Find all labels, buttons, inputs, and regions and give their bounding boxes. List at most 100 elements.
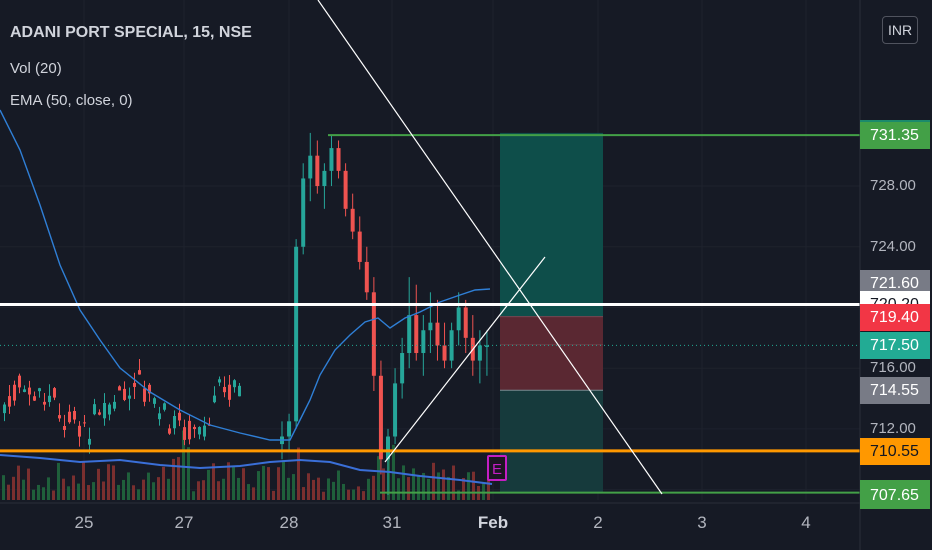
volume-bar [87, 485, 90, 500]
volume-bar [422, 472, 425, 500]
volume-bar [467, 472, 470, 500]
volume-bar [337, 470, 340, 500]
price-badge: 710.55 [860, 437, 930, 465]
candle-body [329, 148, 334, 171]
volume-bar [287, 477, 290, 500]
volume-bar [12, 476, 15, 500]
candle-body [173, 415, 176, 429]
time-axis-label: 25 [74, 513, 94, 532]
candle-body [153, 398, 156, 404]
volume-bar [362, 491, 365, 500]
candle-body [168, 428, 171, 434]
candle-body [198, 427, 201, 435]
volume-bar [207, 469, 210, 500]
volume-bar [412, 468, 415, 500]
volume-bar [417, 475, 420, 500]
volume-bar [217, 481, 220, 500]
currency-button[interactable]: INR [882, 16, 918, 44]
candle-body [83, 422, 86, 424]
volume-bar [172, 458, 175, 500]
volume-bar [112, 465, 115, 500]
volume-bar [152, 482, 155, 500]
volume-bar [402, 465, 405, 500]
candle-body [350, 208, 355, 232]
earnings-icon[interactable]: E [487, 455, 507, 481]
candle-body [28, 387, 31, 395]
ema-indicator-label[interactable]: EMA (50, close, 0) [10, 92, 133, 109]
candle-body [414, 315, 419, 354]
volume-bar [432, 462, 435, 500]
candle-body [68, 411, 71, 423]
candle-body [213, 395, 216, 403]
price-badge: 714.55 [860, 377, 930, 405]
candle-body [203, 425, 206, 437]
volume-bar [352, 489, 355, 500]
volume-bar [267, 467, 270, 500]
candle-body [143, 388, 146, 402]
volume-indicator-label[interactable]: Vol (20) [10, 60, 62, 77]
ascending-trendline [384, 256, 546, 463]
volume-bar [472, 471, 475, 500]
volume-bar [242, 468, 245, 500]
volume-bar [62, 478, 65, 500]
candle-body [386, 436, 390, 460]
price-tick-label: 712.00 [870, 419, 916, 437]
chart-title[interactable]: ADANI PORT SPECIAL, 15, NSE [10, 24, 252, 41]
volume-bar [122, 479, 125, 500]
volume-bar [237, 477, 240, 500]
volume-bar [442, 469, 445, 500]
candle-body [223, 386, 226, 393]
candle-body [435, 322, 440, 346]
candle-body [343, 170, 348, 209]
volume-bar [7, 484, 10, 500]
volume-bar [457, 490, 460, 500]
volume-bar [162, 466, 165, 500]
candle-body [158, 413, 161, 420]
candle-body [287, 421, 292, 437]
candle-body [113, 401, 116, 409]
candle-body [48, 395, 51, 403]
candle-body [8, 396, 11, 407]
price-tick-label: 724.00 [870, 237, 916, 255]
volume-bar [167, 478, 170, 500]
volume-bar [482, 482, 485, 500]
volume-bar [187, 447, 190, 500]
candle-body [108, 404, 111, 415]
volume-bar [372, 475, 375, 500]
volume-bar [227, 462, 230, 500]
volume-bar [17, 465, 20, 500]
volume-bar [407, 477, 410, 500]
candle-body [442, 345, 447, 361]
candle-body [53, 388, 56, 398]
descending-trendline [317, 0, 663, 495]
price-tick-label: 728.00 [870, 177, 916, 195]
candle-body [357, 231, 362, 262]
volume-bar [2, 475, 5, 500]
volume-bar [437, 472, 440, 500]
volume-bar [447, 476, 450, 500]
volume-ma-line [0, 454, 493, 485]
volume-bar [97, 468, 100, 500]
time-axis-label: Feb [477, 513, 509, 532]
volume-bar [307, 473, 310, 500]
candle-body [63, 426, 66, 430]
volume-bar [332, 481, 335, 500]
candle-body [456, 307, 461, 331]
candle-body [88, 438, 91, 445]
volume-bar [47, 477, 50, 500]
volume-bar [252, 487, 255, 500]
volume-bar [342, 483, 345, 500]
candle-body [103, 402, 106, 419]
candle-body [73, 410, 76, 420]
candle-body [148, 384, 151, 394]
candle-body [428, 322, 433, 331]
candle-body [78, 425, 81, 437]
volume-bar [262, 465, 265, 500]
candle-body [133, 382, 136, 387]
time-axis-label: 3 [697, 513, 707, 532]
candle-body [228, 384, 231, 400]
position-stop-zone [500, 316, 603, 391]
volume-bar [327, 478, 330, 500]
